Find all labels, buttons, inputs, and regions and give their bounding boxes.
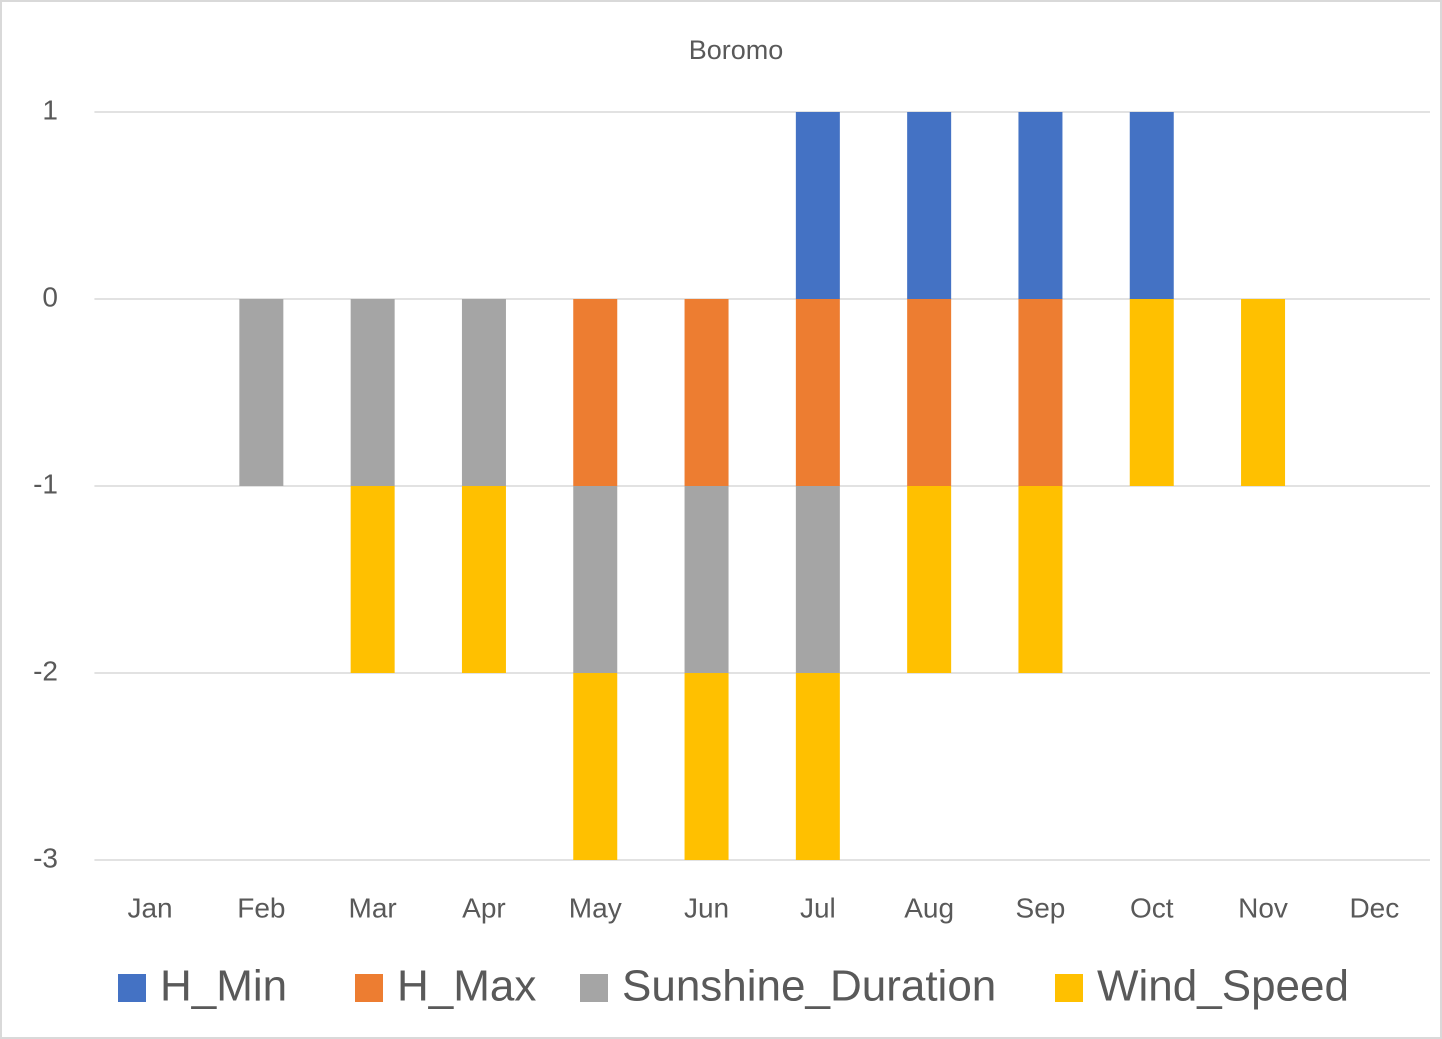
- x-tick-label: Jan: [127, 892, 172, 923]
- x-tick-label: Apr: [462, 892, 506, 923]
- x-tick-label: Dec: [1349, 892, 1399, 923]
- chart-title: Boromo: [689, 35, 784, 65]
- y-tick-label: -1: [33, 468, 58, 499]
- legend-label: H_Max: [397, 962, 536, 1011]
- bar-segment: [684, 299, 729, 486]
- x-tick-label: Feb: [237, 892, 285, 923]
- legend-swatch: [118, 974, 146, 1002]
- bar-segment: [1129, 299, 1174, 486]
- y-tick-label: 1: [42, 94, 58, 125]
- legend-label: Wind_Speed: [1097, 962, 1349, 1011]
- bar-segment: [350, 486, 395, 673]
- legend-label: H_Min: [160, 962, 287, 1011]
- bar-segment: [350, 299, 395, 486]
- bar-segment: [461, 299, 506, 486]
- x-tick-label: Oct: [1130, 892, 1174, 923]
- y-tick-label: -3: [33, 842, 58, 873]
- bar-segment: [1129, 112, 1174, 299]
- legend-swatch: [580, 974, 608, 1002]
- legend-swatch: [1055, 974, 1083, 1002]
- y-tick-label: 0: [42, 281, 58, 312]
- x-tick-label: Mar: [349, 892, 397, 923]
- bar-segment: [907, 299, 952, 486]
- bar-segment: [239, 299, 284, 486]
- x-tick-label: Jun: [684, 892, 729, 923]
- x-tick-label: Sep: [1016, 892, 1066, 923]
- bar-segment: [461, 486, 506, 673]
- legend-label: Sunshine_Duration: [622, 962, 996, 1011]
- x-tick-label: Jul: [800, 892, 836, 923]
- bar-segment: [907, 486, 952, 673]
- bar-segment: [907, 112, 952, 299]
- bar-segment: [1018, 486, 1063, 673]
- bar-segment: [573, 486, 618, 673]
- x-tick-label: Nov: [1238, 892, 1288, 923]
- bar-segment: [1018, 112, 1063, 299]
- bar-segment: [1018, 299, 1063, 486]
- x-tick-label: May: [569, 892, 622, 923]
- bar-segment: [684, 486, 729, 673]
- bar-segment: [795, 112, 840, 299]
- y-tick-label: -2: [33, 655, 58, 686]
- bar-segment: [573, 673, 618, 860]
- bar-segment: [795, 673, 840, 860]
- x-tick-label: Aug: [904, 892, 954, 923]
- bar-segment: [795, 486, 840, 673]
- bar-segment: [684, 673, 729, 860]
- bar-segment: [1241, 299, 1286, 486]
- legend-swatch: [355, 974, 383, 1002]
- bar-segment: [795, 299, 840, 486]
- bar-segment: [573, 299, 618, 486]
